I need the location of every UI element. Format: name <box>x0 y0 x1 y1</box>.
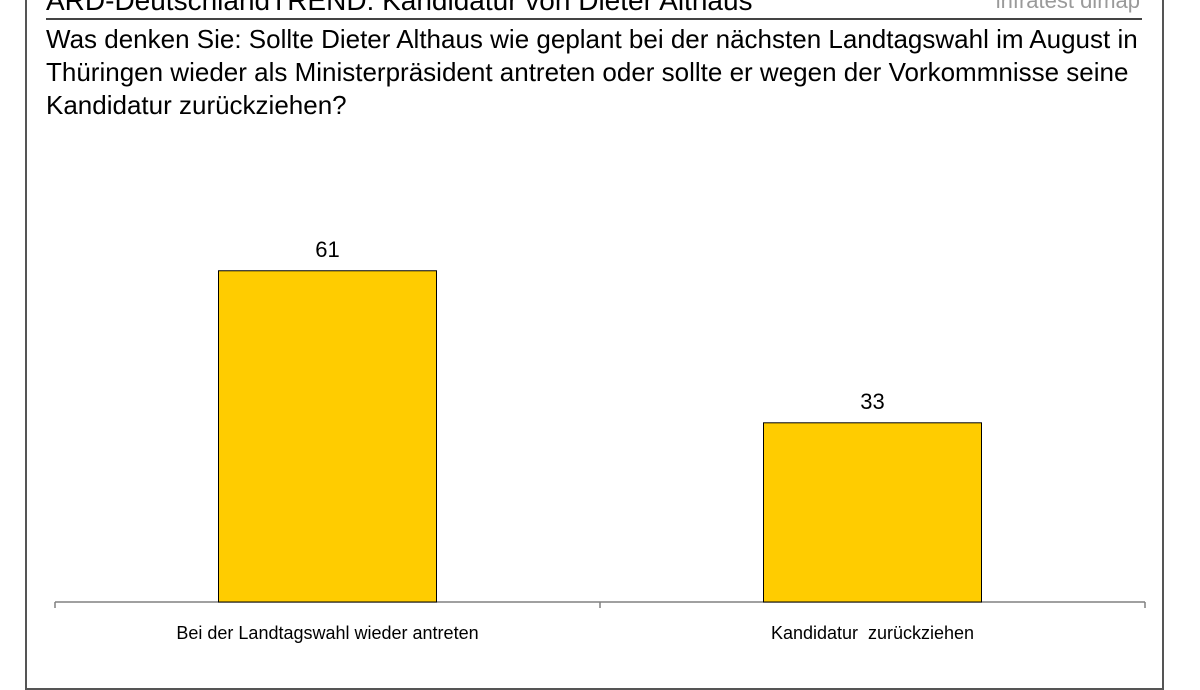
bar-value-label-1: 61 <box>315 237 339 262</box>
bar-chart: 61 Bei der Landtagswahl wieder antreten 33… <box>54 237 1146 643</box>
survey-question: Was denken Sie: Sollte Dieter Althaus wi… <box>46 24 1138 120</box>
category-label-2: Kandidatur zurückziehen <box>771 623 974 643</box>
brand-logo-text: infratest dimap <box>995 0 1140 13</box>
bar-1 <box>218 270 437 603</box>
category-label-1: Bei der Landtagswahl wieder antreten <box>176 623 478 643</box>
bar-2 <box>763 422 982 603</box>
bar-value-label-2: 33 <box>860 389 884 414</box>
header-divider <box>46 18 1142 20</box>
page-title: ARD-DeutschlandTREND: Kandidatur von Die… <box>46 0 753 16</box>
